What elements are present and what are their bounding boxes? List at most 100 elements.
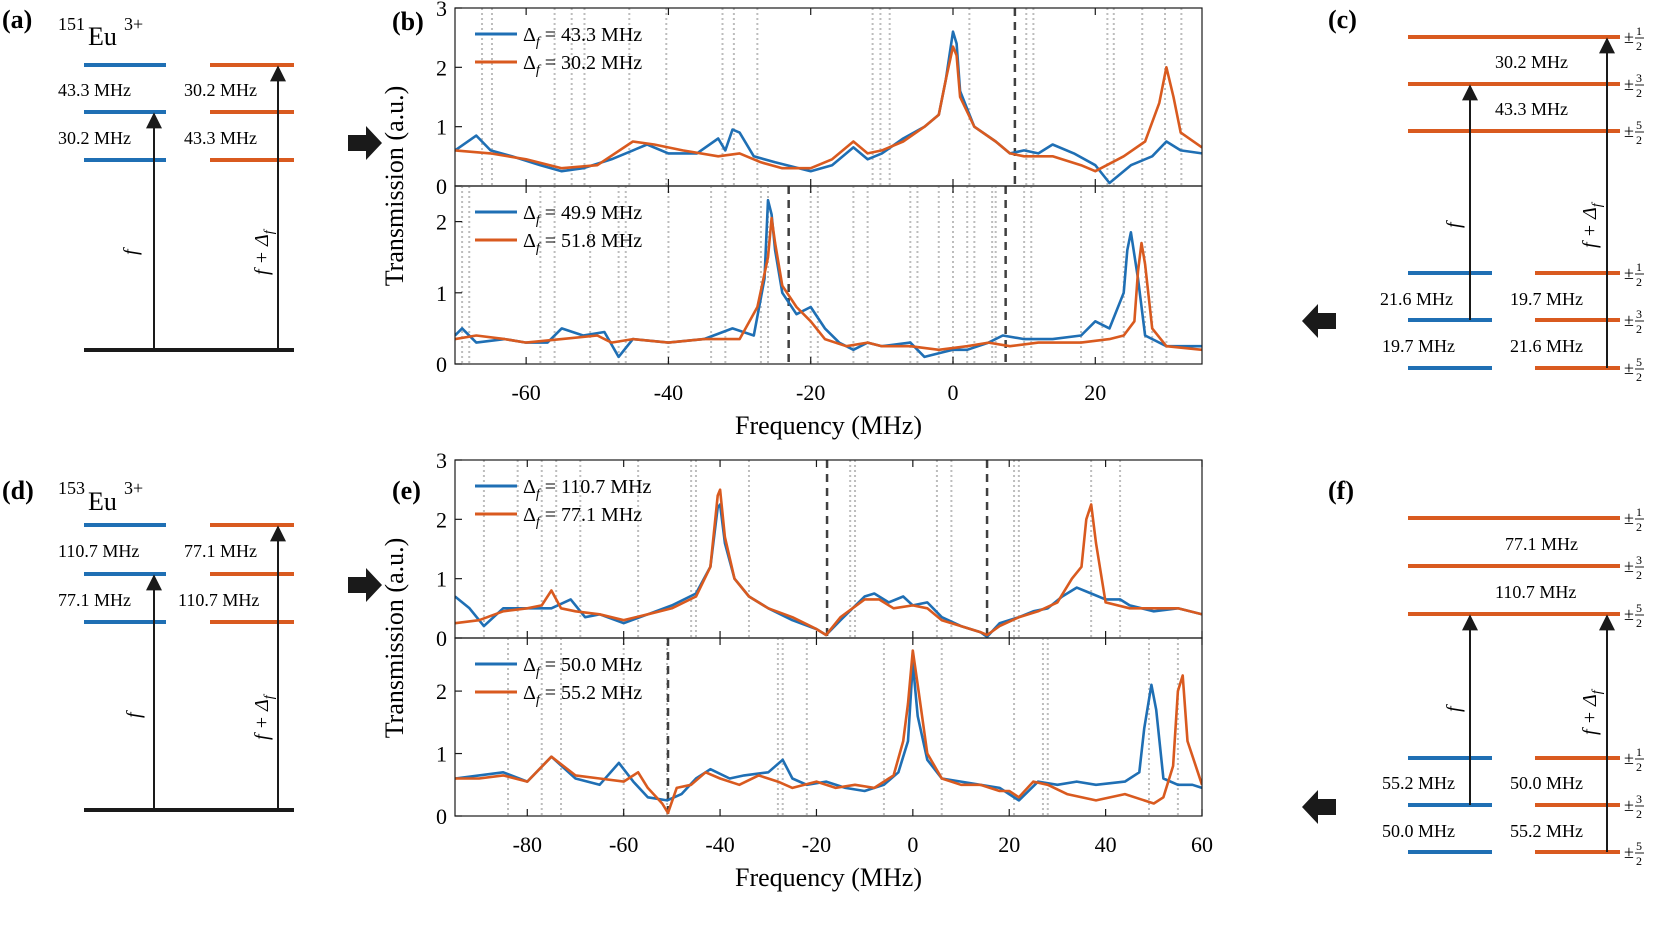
spin-label-denominator: 2 — [1636, 275, 1642, 289]
spin-label: ± — [1624, 121, 1634, 141]
x-tick-label: -40 — [705, 832, 734, 857]
gap-label-f-upper-top: 77.1 MHz — [1505, 534, 1578, 554]
x-tick-label: -20 — [796, 380, 825, 405]
spin-label-numerator: 3 — [1636, 553, 1642, 567]
x-tick-label: 20 — [1084, 380, 1106, 405]
spin-label-numerator: 5 — [1636, 601, 1642, 615]
y-tick-label: 2 — [436, 679, 447, 704]
series-line-orange — [455, 488, 1202, 637]
arrow-d-fdelta-label: f + Δf — [251, 693, 277, 740]
gap-label-f-right-bottom: 55.2 MHz — [1510, 821, 1583, 841]
legend-entry: Δf = 49.9 MHz — [523, 202, 642, 228]
x-tick-label: 60 — [1191, 832, 1213, 857]
axes-frame — [454, 637, 1203, 817]
spin-label: ± — [1624, 748, 1634, 768]
arrow-f-f-label: f — [1443, 704, 1465, 712]
y-axis-label: Transmission (a.u.) — [380, 538, 409, 739]
panel-f: (f) 77.1 MHz 110.7 MHz 55.2 MHz 50.0 MHz… — [1328, 476, 1644, 868]
gap-label-f-right-top: 50.0 MHz — [1510, 773, 1583, 793]
panel-d: (d) 153 Eu 3+ 110.7 MHz 77.1 MHz 77.1 MH… — [2, 476, 294, 812]
gap-label-d-right-top: 77.1 MHz — [184, 541, 257, 561]
panel-e-letter: (e) — [392, 476, 421, 505]
isotope-mass-a: 151 — [58, 14, 85, 34]
series-line-orange — [455, 45, 1202, 173]
x-tick-label: -20 — [802, 832, 831, 857]
x-axis-label: Frequency (MHz) — [735, 411, 922, 440]
spin-label: ± — [1624, 508, 1634, 528]
spin-label: ± — [1624, 556, 1634, 576]
y-tick-label: 3 — [436, 0, 447, 21]
series-line-blue — [455, 198, 1202, 359]
gap-label-a-right-top: 30.2 MHz — [184, 80, 257, 100]
panel-a-letter: (a) — [2, 5, 32, 34]
series-line-blue — [455, 30, 1202, 185]
y-tick-label: 1 — [436, 742, 447, 767]
gap-label-c-upper-bottom: 43.3 MHz — [1495, 99, 1568, 119]
axes-frame — [454, 185, 1203, 365]
y-tick-label: 1 — [436, 281, 447, 306]
legend-entry: Δf = 77.1 MHz — [523, 504, 642, 530]
legend-entry: Δf = 51.8 MHz — [523, 230, 642, 256]
spin-label-denominator: 2 — [1636, 39, 1642, 53]
legend-entry: Δf = 50.0 MHz — [523, 654, 642, 680]
spin-label: ± — [1624, 310, 1634, 330]
panel-a: (a) 151 Eu 3+ 43.3 MHz 30.2 MHz 30.2 MHz… — [2, 5, 294, 352]
spin-label-numerator: 3 — [1636, 792, 1642, 806]
gap-label-f-left-bottom: 50.0 MHz — [1382, 821, 1455, 841]
arrow-d-f-label: f — [123, 710, 145, 718]
isotope-symbol-a: Eu — [88, 22, 117, 51]
gap-label-c-right-top: 19.7 MHz — [1510, 289, 1583, 309]
series-line-blue — [455, 503, 1202, 638]
gap-label-f-left-top: 55.2 MHz — [1382, 773, 1455, 793]
x-tick-label: -40 — [654, 380, 683, 405]
gap-label-d-left-bottom: 77.1 MHz — [58, 590, 131, 610]
spin-label: ± — [1624, 263, 1634, 283]
y-tick-label: 0 — [436, 804, 447, 829]
legend-entry: Δf = 43.3 MHz — [523, 24, 642, 50]
series-line-orange — [455, 216, 1202, 352]
block-arrow-left-f — [1302, 790, 1336, 824]
block-arrow-left-c — [1302, 304, 1336, 338]
series-line-orange — [455, 649, 1202, 815]
panel-c: (c) 30.2 MHz 43.3 MHz 21.6 MHz 19.7 MHz … — [1328, 5, 1644, 384]
panel-c-letter: (c) — [1328, 5, 1357, 34]
gap-label-f-upper-bottom: 110.7 MHz — [1495, 582, 1576, 602]
isotope-charge-a: 3+ — [124, 14, 143, 34]
legend-entry: Δf = 55.2 MHz — [523, 682, 642, 708]
legend-entry: Δf = 110.7 MHz — [523, 476, 652, 502]
y-tick-label: 0 — [436, 174, 447, 199]
gap-label-d-right-bottom: 110.7 MHz — [178, 590, 259, 610]
y-tick-label: 1 — [436, 115, 447, 140]
y-tick-label: 0 — [436, 352, 447, 377]
spin-label: ± — [1624, 604, 1634, 624]
x-tick-label: 20 — [998, 832, 1020, 857]
spin-label: ± — [1624, 842, 1634, 862]
panel-f-letter: (f) — [1328, 476, 1354, 505]
x-tick-label: 0 — [948, 380, 959, 405]
legend-entry: Δf = 30.2 MHz — [523, 52, 642, 78]
spin-label-denominator: 2 — [1636, 370, 1642, 384]
x-tick-label: -60 — [609, 832, 638, 857]
spin-label: ± — [1624, 27, 1634, 47]
gap-label-a-left-bottom: 30.2 MHz — [58, 128, 131, 148]
gap-label-c-upper-top: 30.2 MHz — [1495, 52, 1568, 72]
spin-label-denominator: 2 — [1636, 133, 1642, 147]
spin-label-numerator: 1 — [1636, 24, 1642, 38]
y-tick-label: 2 — [436, 55, 447, 80]
spin-labels-c: ±12± 32± 52± 12± 32± 52 — [1624, 24, 1644, 384]
spin-label-numerator: 5 — [1636, 839, 1642, 853]
gap-label-d-left-top: 110.7 MHz — [58, 541, 139, 561]
spin-label-numerator: 5 — [1636, 355, 1642, 369]
arrow-a-fdelta-label: f + Δf — [251, 228, 277, 275]
y-tick-label: 2 — [436, 507, 447, 532]
gap-label-a-right-bottom: 43.3 MHz — [184, 128, 257, 148]
spin-label-denominator: 2 — [1636, 760, 1642, 774]
